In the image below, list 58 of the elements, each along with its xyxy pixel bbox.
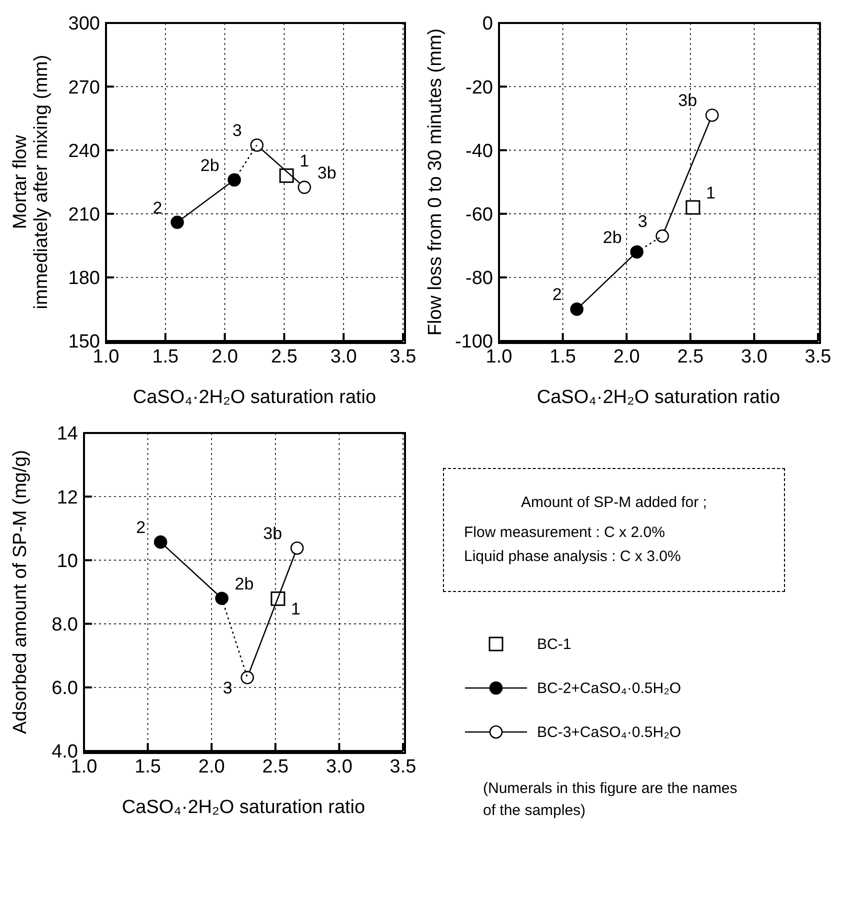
x-tick-label: 3.0 — [330, 346, 357, 368]
x-tick-label: 3.0 — [326, 756, 352, 778]
annotation: 1 — [300, 152, 310, 171]
text: Liquid phase analysis : C x 3.0% — [464, 547, 682, 567]
annotation: 2b — [234, 574, 254, 594]
annotation: 3b — [678, 91, 698, 110]
legend-label: BC-1 — [537, 636, 572, 652]
y-axis-title: Mortar flow immediately after mixing (mm) — [10, 54, 52, 310]
x-tick-label: 3.0 — [740, 346, 768, 368]
x-tick-label: 1.5 — [134, 756, 162, 778]
x-tick-label: 2.5 — [262, 756, 289, 778]
annotation: 1 — [290, 600, 300, 619]
x-tick-label: 1.5 — [152, 346, 179, 368]
legend-label: BC-3+CaSO₄·0.5H₂O — [537, 724, 682, 740]
annotation: 3 — [222, 678, 232, 698]
annotation: 1 — [706, 183, 716, 202]
annotation: 2b — [602, 228, 622, 247]
y-tick-label: -80 — [466, 268, 493, 290]
text: Flow measurement : C x 2.0% — [464, 523, 666, 543]
x-tick-label: 1.5 — [550, 346, 576, 368]
y-tick-label: 12 — [56, 487, 78, 508]
y-tick-label: 6.0 — [52, 678, 78, 700]
annotation: 2 — [552, 285, 562, 304]
x-tick-label: 3.5 — [804, 346, 832, 368]
annotation: 2b — [200, 156, 220, 175]
text: Amount of SP-M added for ; — [520, 493, 708, 513]
annotation: 3 — [638, 212, 648, 232]
x-tick-label: 3.5 — [390, 346, 416, 368]
y-tick-label: 14 — [56, 424, 78, 445]
annotation: 3b — [317, 163, 336, 182]
x-tick-label: 3.5 — [390, 756, 416, 778]
annotation: 3b — [263, 524, 282, 544]
y-tick-label: 0 — [482, 14, 493, 35]
annotation: 2 — [152, 198, 162, 218]
x-axis-title: CaSO₄·2H₂O saturation ratio — [122, 797, 366, 818]
y-tick-label: 8.0 — [52, 614, 78, 636]
y-axis-title: Flow loss from 0 to 30 minutes (mm) — [425, 28, 446, 336]
x-tick-label: 2.0 — [613, 346, 640, 368]
x-tick-label: 2.5 — [270, 346, 298, 368]
x-axis-title: CaSO₄·2H₂O saturation ratio — [132, 387, 376, 408]
y-tick-label: 300 — [68, 14, 100, 35]
y-tick-label: 180 — [68, 268, 100, 290]
y-axis-title: Adsorbed amount of SP-M (mg/g) — [10, 450, 31, 734]
x-tick-label: 2.0 — [212, 346, 238, 368]
y-tick-label: -40 — [466, 140, 493, 162]
y-tick-label: 10 — [56, 550, 78, 572]
y-tick-label: -60 — [466, 204, 493, 226]
x-tick-label: 2.0 — [198, 756, 225, 778]
x-tick-label: 2.5 — [677, 346, 704, 368]
annotation: 2 — [136, 518, 146, 538]
y-tick-label: 210 — [68, 204, 100, 226]
annotation: 3 — [232, 121, 242, 140]
text: (Numerals in this figure are the names of the samples) — [483, 779, 738, 821]
y-tick-label: -20 — [466, 77, 493, 98]
y-tick-label: 270 — [68, 77, 100, 98]
legend-label: BC-2+CaSO₄·0.5H₂O — [537, 680, 682, 696]
x-axis-title: CaSO₄·2H₂O saturation ratio — [536, 387, 780, 408]
y-tick-label: 240 — [68, 140, 100, 162]
